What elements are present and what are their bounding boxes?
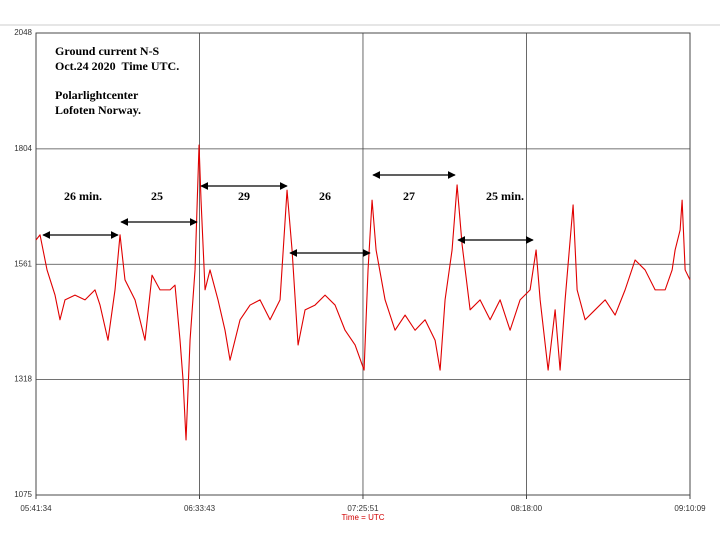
y-tick-label: 1075 — [14, 490, 32, 499]
interval-arrows — [42, 171, 534, 257]
interval-label: 25 — [151, 189, 163, 203]
x-tick-label: 07:25:51 — [347, 504, 379, 513]
interval-label: 26 — [319, 189, 331, 203]
interval-label: 27 — [403, 189, 415, 203]
y-tick-label: 1318 — [14, 375, 32, 384]
y-tick-label: 1561 — [14, 259, 32, 268]
annotation: Polarlightcenter — [55, 88, 139, 102]
data-line — [35, 144, 691, 441]
x-axis-label: Time = UTC — [341, 513, 384, 522]
chart-subtitle: Oct.24 2020 Time UTC. — [55, 59, 179, 73]
interval-label: 29 — [238, 189, 250, 203]
chart-title: Ground current N-S — [55, 44, 160, 58]
x-tick-label: 08:18:00 — [511, 504, 543, 513]
interval-label: 25 min. — [486, 189, 524, 203]
x-tick-label: 06:33:43 — [184, 504, 216, 513]
interval-label: 26 min. — [64, 189, 102, 203]
x-tick-label: 09:10:09 — [674, 504, 706, 513]
x-tick-label: 05:41:34 — [20, 504, 52, 513]
annotation: Lofoten Norway. — [55, 103, 141, 117]
y-tick-label: 2048 — [14, 28, 32, 37]
y-tick-label: 1804 — [14, 144, 32, 153]
